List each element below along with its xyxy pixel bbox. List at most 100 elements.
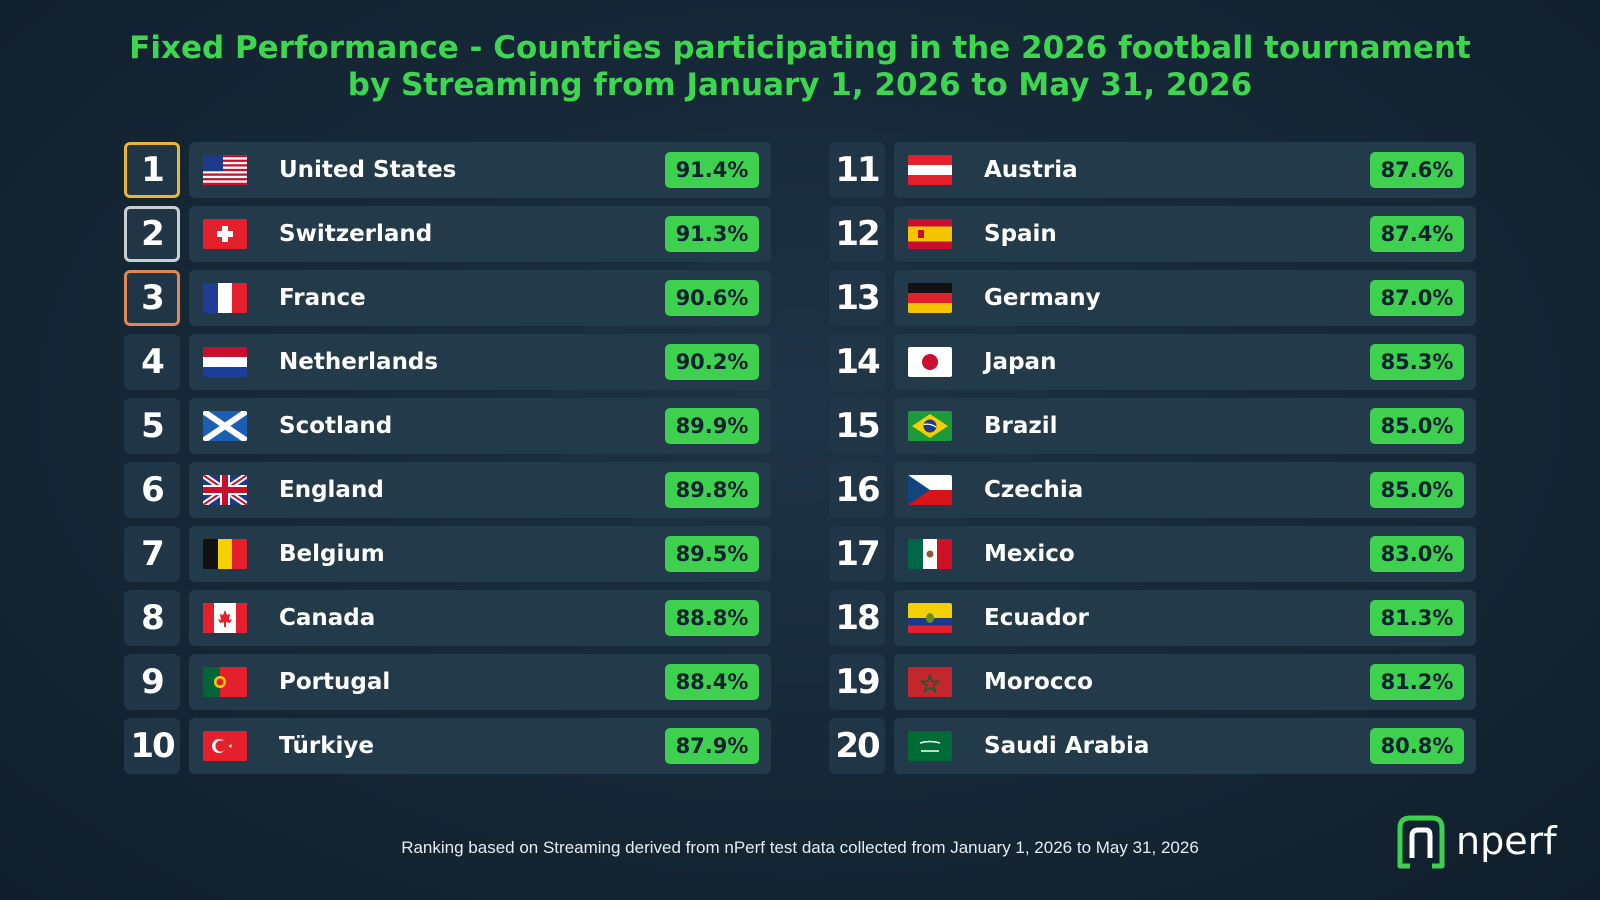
flag-czechia-icon (908, 475, 952, 505)
score-badge: 81.2% (1370, 664, 1464, 700)
ranking-row: 18 Ecuador 81.3% (829, 590, 1477, 646)
country-name: Canada (279, 605, 376, 631)
rank-badge: 15 (829, 398, 885, 454)
ranking-row: 15 Brazil 85.0% (829, 398, 1477, 454)
country-bar: Netherlands 90.2% (189, 334, 771, 390)
country-name: France (279, 285, 366, 311)
country-name: Saudi Arabia (984, 733, 1150, 759)
flag-japan-icon (908, 347, 952, 377)
ranking-row: 6 England 89.8% (124, 462, 772, 518)
flag-uk-icon (203, 475, 247, 505)
flag-morocco-icon (908, 667, 952, 697)
ranking-row: 20 Saudi Arabia 80.8% (829, 718, 1477, 774)
country-name: Switzerland (279, 221, 433, 247)
logo-text: nperf (1456, 819, 1558, 863)
rank-badge: 1 (124, 142, 180, 198)
country-bar: Germany 87.0% (894, 270, 1476, 326)
country-name: Portugal (279, 669, 391, 695)
country-name: Scotland (279, 413, 393, 439)
flag-france-icon (203, 283, 247, 313)
country-bar: Spain 87.4% (894, 206, 1476, 262)
rank-badge: 10 (124, 718, 180, 774)
rank-badge: 13 (829, 270, 885, 326)
flag-us-icon (203, 155, 247, 185)
score-badge: 80.8% (1370, 728, 1464, 764)
title-line-1: Fixed Performance - Countries participat… (129, 30, 1471, 66)
score-badge: 90.6% (665, 280, 759, 316)
rank-badge: 17 (829, 526, 885, 582)
title-line-2: by Streaming from January 1, 2026 to May… (347, 67, 1253, 103)
country-name: United States (279, 157, 457, 183)
country-name: Austria (984, 157, 1078, 183)
country-name: Türkiye (279, 733, 374, 759)
flag-switzerland-icon (203, 219, 247, 249)
score-badge: 91.3% (665, 216, 759, 252)
rank-badge: 14 (829, 334, 885, 390)
score-badge: 87.4% (1370, 216, 1464, 252)
ranking-row: 10 Türkiye 87.9% (124, 718, 772, 774)
flag-turkiye-icon (203, 731, 247, 761)
score-badge: 83.0% (1370, 536, 1464, 572)
country-name: Czechia (984, 477, 1084, 503)
ranking-row: 12 Spain 87.4% (829, 206, 1477, 262)
country-name: Belgium (279, 541, 385, 567)
score-badge: 85.0% (1370, 472, 1464, 508)
flag-netherlands-icon (203, 347, 247, 377)
country-name: Brazil (984, 413, 1058, 439)
flag-spain-icon (908, 219, 952, 249)
score-badge: 89.9% (665, 408, 759, 444)
ranking-row: 5 Scotland 89.9% (124, 398, 772, 454)
ranking-row: 4 Netherlands 90.2% (124, 334, 772, 390)
rank-badge: 18 (829, 590, 885, 646)
country-name: Netherlands (279, 349, 439, 375)
country-name: Japan (984, 349, 1057, 375)
country-name: England (279, 477, 384, 503)
score-badge: 88.8% (665, 600, 759, 636)
ranking-row: 9 Portugal 88.4% (124, 654, 772, 710)
ranking-row: 16 Czechia 85.0% (829, 462, 1477, 518)
country-bar: Ecuador 81.3% (894, 590, 1476, 646)
flag-ecuador-icon (908, 603, 952, 633)
footer-note: Ranking based on Streaming derived from … (401, 838, 1199, 857)
ranking-row: 17 Mexico 83.0% (829, 526, 1477, 582)
country-name: Mexico (984, 541, 1075, 567)
rank-badge: 5 (124, 398, 180, 454)
country-bar: England 89.8% (189, 462, 771, 518)
rank-badge: 19 (829, 654, 885, 710)
score-badge: 90.2% (665, 344, 759, 380)
rank-badge: 20 (829, 718, 885, 774)
ranking-row: 3 France 90.6% (124, 270, 772, 326)
country-bar: Morocco 81.2% (894, 654, 1476, 710)
flag-germany-icon (908, 283, 952, 313)
rank-badge: 2 (124, 206, 180, 262)
country-bar: Türkiye 87.9% (189, 718, 771, 774)
flag-austria-icon (908, 155, 952, 185)
country-bar: Canada 88.8% (189, 590, 771, 646)
ranking-row: 8 Canada 88.8% (124, 590, 772, 646)
country-bar: Portugal 88.4% (189, 654, 771, 710)
country-bar: Japan 85.3% (894, 334, 1476, 390)
flag-mexico-icon (908, 539, 952, 569)
flag-belgium-icon (203, 539, 247, 569)
ranking-row: 13 Germany 87.0% (829, 270, 1477, 326)
rank-badge: 6 (124, 462, 180, 518)
page-title: Fixed Performance - Countries participat… (0, 30, 1600, 104)
country-bar: Brazil 85.0% (894, 398, 1476, 454)
rank-badge: 7 (124, 526, 180, 582)
flag-saudi-arabia-icon (908, 731, 952, 761)
country-bar: Belgium 89.5% (189, 526, 771, 582)
flag-portugal-icon (203, 667, 247, 697)
score-badge: 81.3% (1370, 600, 1464, 636)
score-badge: 89.8% (665, 472, 759, 508)
score-badge: 87.6% (1370, 152, 1464, 188)
country-bar: Mexico 83.0% (894, 526, 1476, 582)
country-bar: France 90.6% (189, 270, 771, 326)
country-bar: Austria 87.6% (894, 142, 1476, 198)
ranking-row: 1 United States 91.4% (124, 142, 772, 198)
rank-badge: 9 (124, 654, 180, 710)
flag-brazil-icon (908, 411, 952, 441)
country-bar: United States 91.4% (189, 142, 771, 198)
country-bar: Saudi Arabia 80.8% (894, 718, 1476, 774)
country-name: Ecuador (984, 605, 1089, 631)
ranking-row: 7 Belgium 89.5% (124, 526, 772, 582)
